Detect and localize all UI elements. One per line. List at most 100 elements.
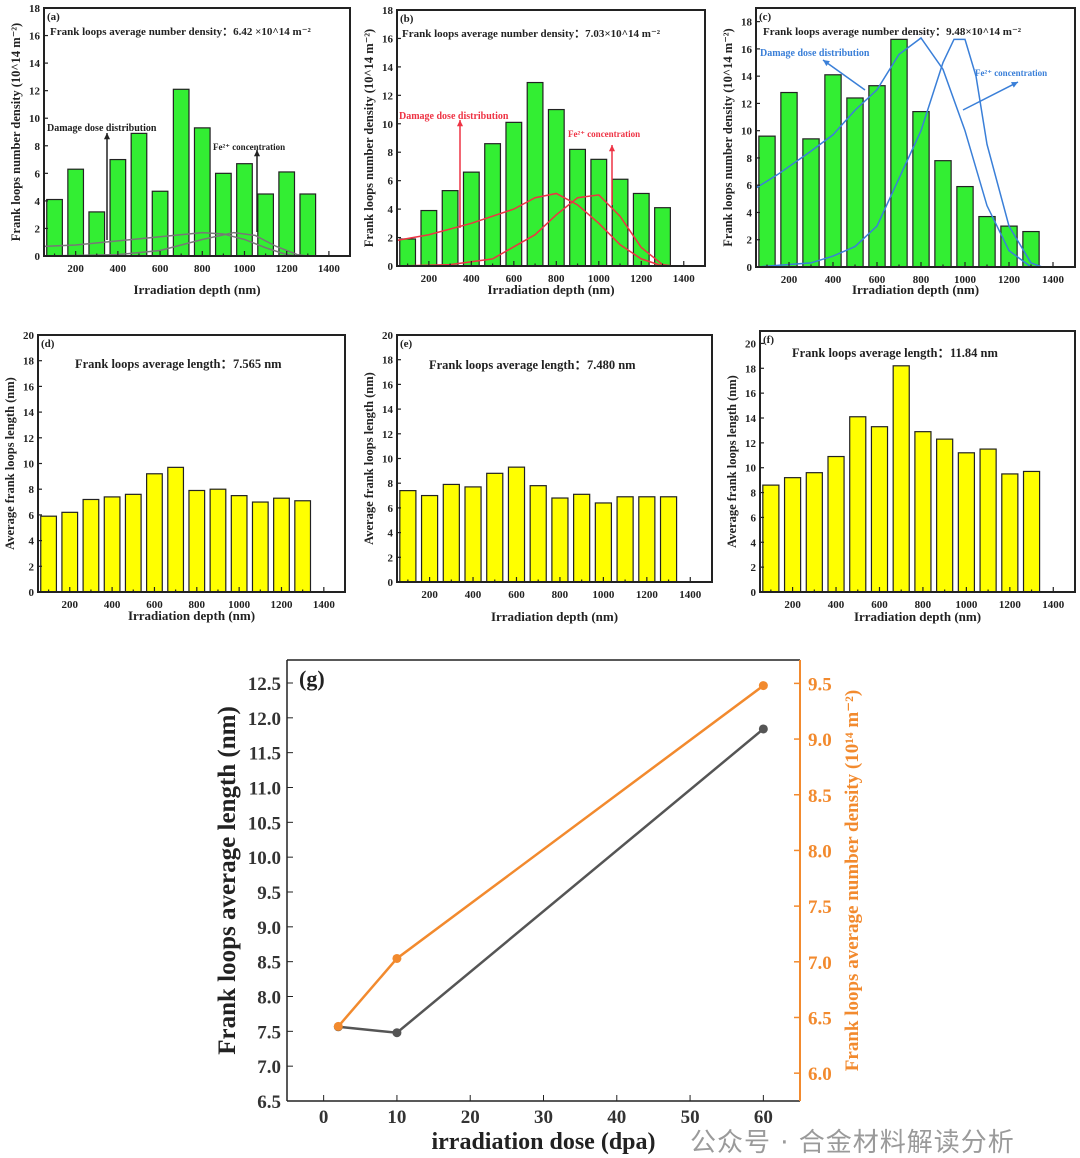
y-tick-label: 8 [35,141,41,153]
y-tick-label: 10 [29,113,41,125]
curve-damage-dose [43,231,298,257]
x-tick-label: 200 [62,599,79,611]
y-tick-label: 16 [745,388,757,400]
x-tick-label: 200 [421,273,438,285]
y-tick-label: 8 [751,488,757,500]
bar [1022,470,1041,593]
x-tick-label: 200 [421,589,438,601]
bar [547,108,565,267]
y-right-tick-label: 9.0 [808,730,832,751]
x-tick-label: 1000 [592,589,615,601]
y-right-tick-label: 7.0 [808,953,832,974]
bar [462,171,480,267]
y-tick-label: 2 [388,552,394,564]
x-axis-label: irradiation dose (dpa) [431,1129,655,1155]
x-axis-label: Irradiation depth (nm) [852,282,979,297]
bar [934,160,952,268]
bar [827,455,845,593]
annotation-label: Damage dose distribution [47,123,157,134]
y-tick-label: 12 [23,433,35,445]
bar [278,171,296,257]
y-tick-label: 12 [382,90,394,102]
bar [638,496,656,583]
bar [551,497,569,583]
bar [957,452,976,593]
y-tick-label: 14 [23,407,35,419]
chart-panel-g: 6.5 7.0 7.5 8.0 8.5 9.0 9.5 10.0 10.5 11.0 11.5 12.… [214,659,863,1155]
y-tick-label: 18 [382,5,394,17]
x-tick-label: 1400 [1042,599,1065,611]
y-tick-label: 2 [747,235,753,247]
chart-panel-d: 0 2 4 6 8 10 12 14 16 18 20 200 400 600 800 1000 1200 140… [3,330,346,623]
curve-fe-concentration [396,194,674,267]
x-tick-label: 40 [607,1107,626,1128]
data-point [758,724,768,734]
plot-frame [43,7,351,257]
y-tick-label: 2 [388,233,394,245]
series-line-left [338,728,765,1035]
x-tick-label: 600 [152,263,169,275]
bar [399,490,417,583]
bar [486,472,504,583]
y-tick-label: 6 [751,512,757,524]
bar [611,178,629,267]
y-axis-label: Frank loops number density (10^14 m⁻²) [721,28,735,246]
bar [936,438,954,593]
x-tick-label: 400 [110,263,127,275]
curve-fe-concentration [755,38,1043,268]
chart-panel-b: 0 2 4 6 8 10 12 14 16 18 200 400 600 800 1000 1200 1400 I… [362,5,706,297]
y-tick-label: 12.5 [248,674,281,695]
y-tick-label: 12 [382,429,394,441]
bar [214,172,232,257]
bar [802,138,820,268]
panel-label: (b) [400,13,414,25]
data-point [758,681,768,691]
chart-panel-f: 0 2 4 6 8 10 12 14 16 18 20 200 400 600 800 1000 1200 140… [725,330,1076,624]
plot-frame [755,7,1076,268]
x-tick-label: 1400 [1042,274,1065,286]
chart-title: Frank loops average number density：7.03×… [402,28,661,40]
x-tick-label: 800 [913,274,930,286]
bar [780,91,798,268]
bar [420,494,439,583]
bar [1000,225,1018,268]
y-tick-label: 9.5 [257,883,281,904]
y-tick-label: 4 [388,204,394,216]
y-tick-label: 0 [747,262,753,274]
bar [188,489,206,593]
y-tick-label: 0 [388,261,394,273]
y-tick-label: 11.0 [249,778,281,799]
bar [46,198,63,257]
y-tick-label: 20 [745,338,757,350]
bar [569,148,587,267]
y-tick-label: 8 [29,484,35,496]
x-tick-label: 0 [319,1107,329,1128]
y-right-tick-label: 8.5 [808,786,832,807]
y-tick-label: 4 [751,537,757,549]
x-tick-label: 200 [67,263,84,275]
arrow-head-icon [823,60,830,67]
y-tick-label: 8 [747,153,753,165]
bar [762,484,780,593]
bar [783,477,802,593]
plot-frame [396,9,706,267]
y-tick-label: 16 [382,33,394,45]
y-tick-label: 10 [23,459,35,471]
bar [573,493,591,583]
x-tick-label: 600 [869,274,886,286]
x-tick-label: 400 [828,599,845,611]
bar [273,497,290,593]
bar [67,168,85,257]
y-tick-label: 4 [388,528,394,540]
x-axis-label: Irradiation depth (nm) [128,608,255,623]
y-tick-label: 14 [745,413,757,425]
y-tick-label: 4 [35,196,41,208]
x-tick-label: 30 [534,1107,553,1128]
x-tick-label: 1000 [228,599,251,611]
curve-damage-dose [396,192,663,267]
x-tick-label: 200 [784,599,801,611]
arrow-head-icon [103,133,111,140]
y-tick-label: 18 [29,3,41,15]
annotation-label: Fe²⁺ concentration [568,129,640,139]
bar [484,143,502,267]
